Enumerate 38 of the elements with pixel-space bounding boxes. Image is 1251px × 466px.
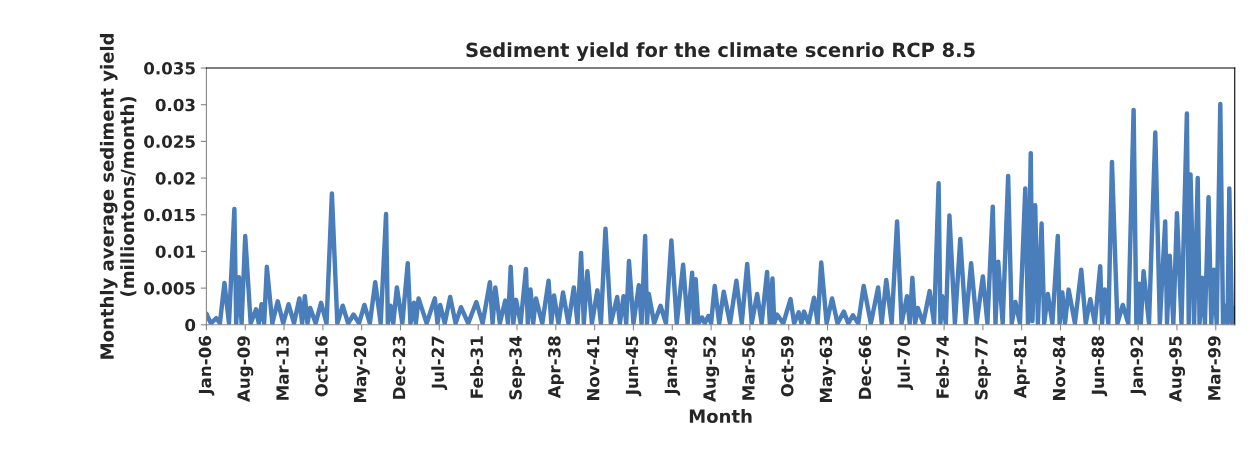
x-tick-label: Mar-99 bbox=[1208, 336, 1221, 400]
x-tick-label: Oct-16 bbox=[315, 336, 328, 397]
x-tick-label: Jul-27 bbox=[431, 336, 448, 391]
y-axis-title: Monthly average sediment yield (milliontons/month) bbox=[99, 33, 137, 359]
x-tick-label: Nov-41 bbox=[587, 336, 600, 401]
x-tick-label: Aug-09 bbox=[237, 336, 254, 402]
x-tick-label: Jan-06 bbox=[198, 336, 215, 396]
x-tick-label: Oct-59 bbox=[780, 336, 794, 397]
x-tick-label: Apr-38 bbox=[548, 336, 564, 399]
x-tick-label: Dec-23 bbox=[392, 336, 406, 399]
y-tick-label: 0.035 bbox=[144, 62, 195, 75]
x-tick-label: Sep-34 bbox=[509, 335, 526, 400]
chart-title: Sediment yield for the climate scenrio RCP 8.5 bbox=[466, 42, 975, 62]
y-tick-label: 0.02 bbox=[155, 172, 195, 185]
x-tick-label: May-63 bbox=[819, 336, 836, 402]
x-tick-label: Apr-81 bbox=[1013, 336, 1030, 399]
x-tick-label: Jul-70 bbox=[897, 336, 914, 391]
x-tick-label: Aug-95 bbox=[1169, 336, 1186, 402]
y-tick-label: 0.01 bbox=[155, 245, 195, 259]
x-tick-label: Jan-92 bbox=[1130, 336, 1147, 396]
x-tick-label: Feb-31 bbox=[470, 336, 484, 398]
x-tick-label: Dec-66 bbox=[858, 336, 872, 399]
x-tick-label: Mar-13 bbox=[276, 336, 289, 400]
x-tick-label: Feb-74 bbox=[936, 335, 949, 398]
x-tick-label: Nov-84 bbox=[1052, 335, 1066, 401]
x-tick-label: Mar-56 bbox=[742, 336, 755, 400]
y-tick-label: 0.025 bbox=[144, 135, 195, 148]
x-tick-label: May-20 bbox=[353, 336, 370, 402]
y-tick-label: 0.005 bbox=[144, 282, 195, 295]
y-tick-label: 0.03 bbox=[155, 98, 195, 112]
y-tick-label: 0 bbox=[185, 318, 196, 332]
x-tick-label: Jun-88 bbox=[1091, 336, 1108, 397]
x-tick-label: Aug-52 bbox=[703, 336, 720, 402]
x-axis-title: Month bbox=[689, 409, 752, 424]
x-tick-label: Jun-45 bbox=[625, 336, 642, 397]
x-tick-label: Sep-77 bbox=[975, 336, 991, 400]
y-tick-label: 0.015 bbox=[144, 208, 195, 222]
x-tick-label: Jan-49 bbox=[664, 336, 681, 396]
